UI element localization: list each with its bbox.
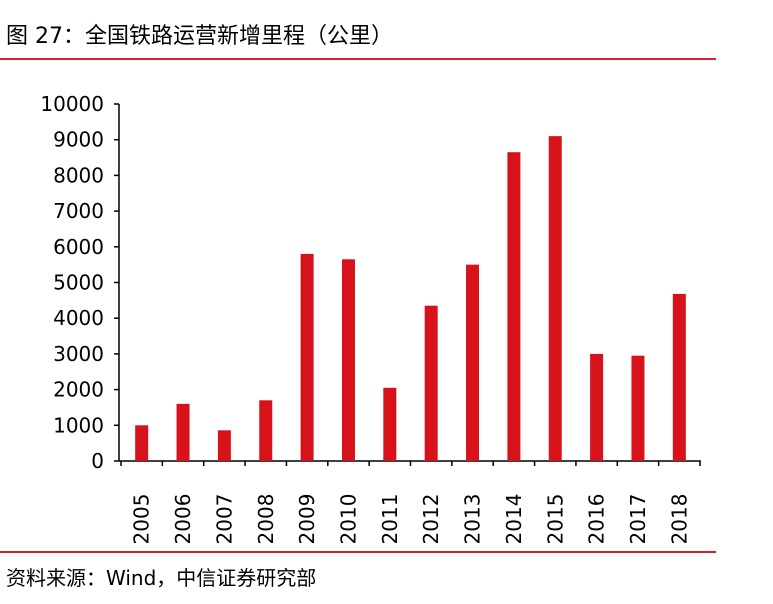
- y-tick-label: 7000: [53, 199, 104, 223]
- y-tick-label: 6000: [53, 235, 104, 259]
- bar-2008: [259, 400, 273, 461]
- bar-2015: [548, 136, 562, 461]
- bar-2010: [341, 259, 355, 461]
- x-tick-label: 2010: [336, 494, 360, 545]
- y-tick-label: 0: [91, 449, 104, 473]
- y-tick-label: 1000: [53, 413, 104, 437]
- bar-2018: [672, 293, 686, 461]
- x-tick-label: 2005: [130, 494, 154, 545]
- x-tick-label: 2007: [212, 494, 236, 545]
- y-tick-label: 10000: [40, 92, 104, 116]
- y-tick-label: 4000: [53, 306, 104, 330]
- x-tick-label: 2012: [419, 494, 443, 545]
- x-tick-label: 2008: [254, 494, 278, 545]
- bar-2014: [507, 152, 521, 461]
- x-tick-label: 2017: [626, 494, 650, 545]
- title-divider: [0, 58, 716, 60]
- x-tick-label: 2016: [585, 494, 609, 545]
- chart-title: 图 27：全国铁路运营新增里程（公里）: [6, 24, 393, 49]
- x-tick-label: 2014: [502, 494, 526, 545]
- x-tick-label: 2006: [171, 494, 195, 545]
- y-tick-label: 5000: [53, 271, 104, 295]
- source-divider: [0, 551, 716, 553]
- y-tick-label: 2000: [53, 378, 104, 402]
- x-tick-label: 2013: [461, 494, 485, 545]
- bar-2012: [424, 305, 438, 461]
- y-tick-label: 8000: [53, 163, 104, 187]
- x-tick-label: 2011: [378, 494, 402, 545]
- bar-2013: [466, 264, 480, 461]
- bar-2017: [631, 355, 645, 461]
- bar-2016: [590, 353, 604, 461]
- bar-2009: [300, 253, 314, 461]
- bar-2007: [217, 430, 231, 461]
- source-note: 资料来源：Wind，中信证券研究部: [6, 566, 317, 590]
- bar-2005: [135, 425, 149, 461]
- y-tick-label: 9000: [53, 128, 104, 152]
- bar-2011: [383, 387, 397, 461]
- x-tick-label: 2009: [295, 494, 319, 545]
- x-tick-label: 2015: [543, 494, 567, 545]
- bar-2006: [176, 403, 190, 461]
- y-tick-label: 3000: [53, 342, 104, 366]
- x-tick-label: 2018: [667, 494, 691, 545]
